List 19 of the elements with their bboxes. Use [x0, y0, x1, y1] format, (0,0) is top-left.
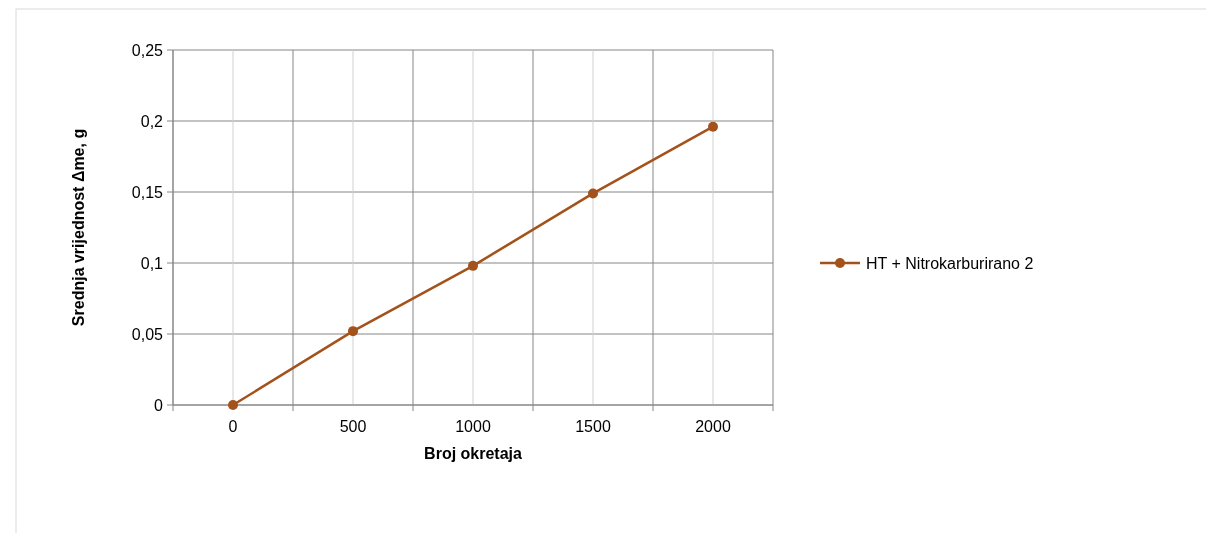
point	[228, 400, 238, 410]
y-axis-title: Srednja vrijednost Δme, g	[70, 128, 87, 327]
x-tick-label: 0	[228, 418, 238, 435]
x-tick-label: 1000	[455, 418, 491, 435]
y-tick-label: 0	[154, 396, 164, 414]
point	[708, 121, 718, 132]
legend-label: HT + Nitrokarburirano 2	[866, 254, 1034, 272]
x-tick-label: 500	[339, 418, 367, 435]
y-tick-label: 0,25	[131, 41, 164, 59]
y-tick-label: 0,1	[140, 254, 164, 272]
y-tick-label: 0,15	[131, 183, 164, 201]
x-tick-label: 2000	[695, 418, 731, 435]
y-tick-label: 0,05	[131, 325, 164, 343]
point	[468, 260, 478, 271]
y-tick-label: 0,2	[140, 112, 164, 130]
x-tick-label: 1500	[575, 418, 611, 435]
point	[348, 326, 358, 337]
x-axis-title: Broj okretaja	[424, 445, 523, 462]
point	[588, 188, 598, 199]
